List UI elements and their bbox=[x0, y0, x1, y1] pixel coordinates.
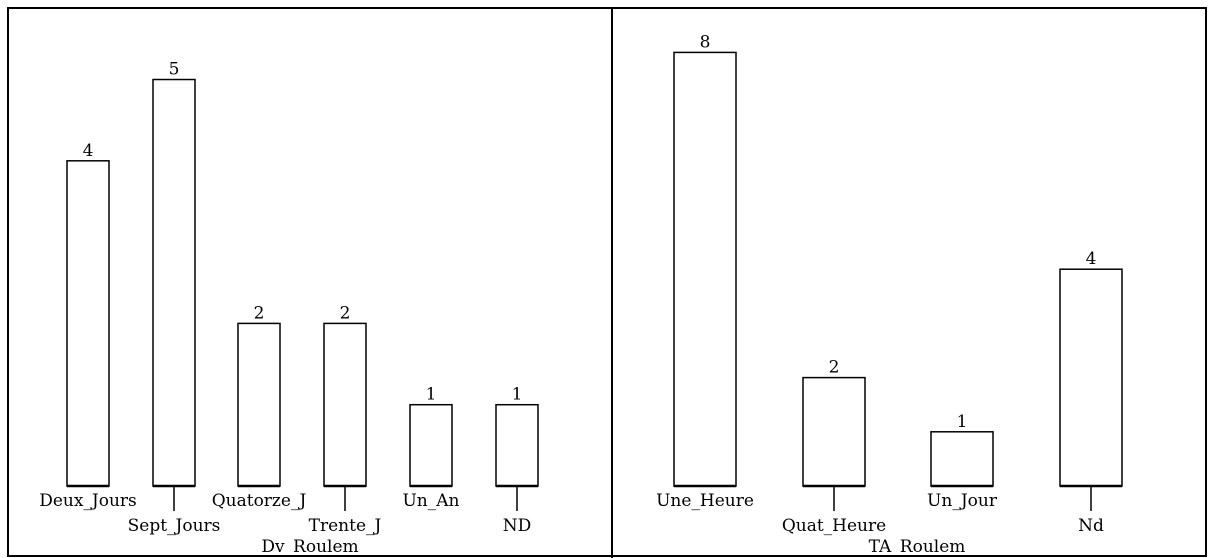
bar bbox=[152, 78, 196, 487]
chart-panel-ta-roulem: 8 Une_Heure 2 Quat_Heure 1 Un_Jour 4 Nd TA_Roule… bbox=[656, 32, 1123, 557]
tick-label: Un_An bbox=[402, 491, 459, 511]
x-axis-label: Dv_Roulem bbox=[261, 537, 358, 557]
x-axis-label: TA_Roulem bbox=[869, 537, 966, 557]
bar bbox=[930, 431, 994, 487]
tick-label: ND bbox=[503, 516, 532, 536]
tick-label: Deux_Jours bbox=[39, 491, 137, 511]
bar bbox=[323, 322, 367, 487]
tick-label: Une_Heure bbox=[656, 491, 754, 511]
data-label: 1 bbox=[957, 412, 968, 432]
bar bbox=[237, 322, 281, 487]
data-label: 5 bbox=[169, 60, 180, 80]
bar bbox=[673, 51, 737, 487]
tick-label: Un_Jour bbox=[927, 491, 998, 511]
data-label: 1 bbox=[426, 385, 437, 405]
bar bbox=[495, 403, 539, 487]
outer-frame bbox=[7, 7, 1207, 557]
tick-label: Sept_Jours bbox=[128, 516, 221, 536]
tick-label: Quat_Heure bbox=[782, 516, 886, 536]
tick-label: Quatorze_J bbox=[212, 491, 307, 511]
bar bbox=[802, 376, 866, 487]
chart-panel-dv-roulem: 4 Deux_Jours 5 Sept_Jours 2 Quatorze_J 2 Trente… bbox=[39, 60, 539, 557]
bar bbox=[1059, 268, 1123, 487]
data-label: 8 bbox=[700, 32, 711, 52]
tick-label: Trente_J bbox=[309, 516, 382, 536]
data-label: 1 bbox=[512, 385, 523, 405]
data-label: 4 bbox=[1086, 249, 1097, 269]
data-label: 2 bbox=[340, 303, 351, 323]
tick-label: Nd bbox=[1078, 516, 1104, 536]
data-label: 2 bbox=[254, 303, 265, 323]
data-label: 2 bbox=[829, 358, 840, 378]
data-label: 4 bbox=[83, 141, 94, 161]
bar bbox=[409, 403, 453, 487]
bar bbox=[66, 160, 110, 487]
